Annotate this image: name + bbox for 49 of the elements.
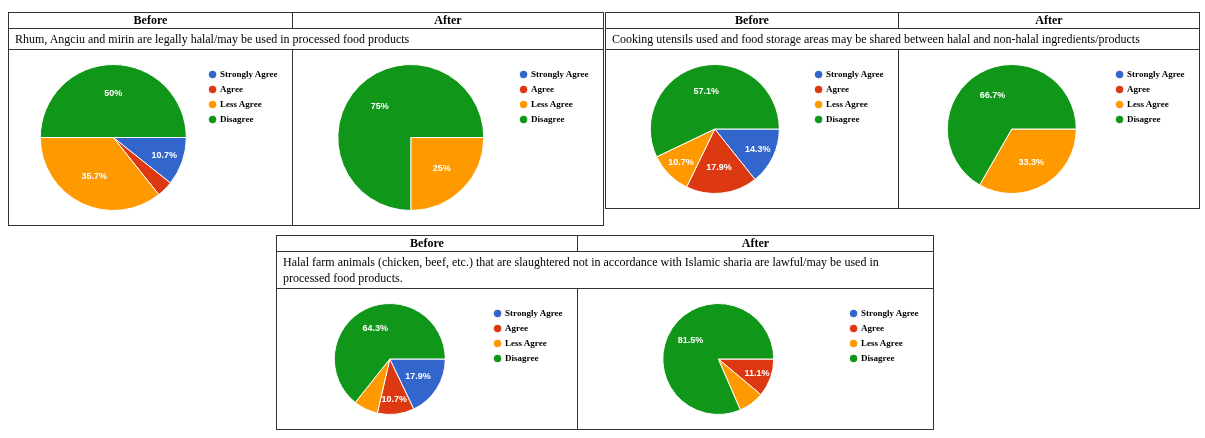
data-label: 81.5% xyxy=(677,335,704,346)
legend-label: Less Agree xyxy=(861,337,903,348)
legend-label: Disagree xyxy=(220,113,254,124)
legend-label: Agree xyxy=(826,83,849,94)
data-label: 14.3% xyxy=(745,144,771,155)
legend-label: Strongly Agree xyxy=(1127,68,1185,79)
legend-label: Agree xyxy=(1127,83,1150,94)
legend-label: Agree xyxy=(220,83,243,94)
legend-label: Strongly Agree xyxy=(531,68,589,79)
data-label: 17.9% xyxy=(706,161,732,172)
legend-label: Strongly Agree xyxy=(220,68,278,79)
chart-title: After xyxy=(292,12,604,29)
chart-title: Before xyxy=(276,235,578,252)
legend-label: Less Agree xyxy=(505,337,547,348)
legend-label: Less Agree xyxy=(220,98,262,109)
legend-label: Strongly Agree xyxy=(861,307,919,318)
legend-label: Agree xyxy=(505,322,528,333)
chart-title: After xyxy=(898,12,1200,29)
chart-subtitle: Rhum, Angciu and mirin are legally halal/may be used in processed food products xyxy=(15,32,410,46)
data-label: 10.7% xyxy=(381,394,408,405)
legend-label: Disagree xyxy=(826,113,860,124)
legend-label: Disagree xyxy=(1127,113,1161,124)
legend-label: Strongly Agree xyxy=(826,68,884,79)
data-label: 25% xyxy=(432,162,451,173)
chart-title: Before xyxy=(8,12,293,29)
chart-title: Before xyxy=(605,12,899,29)
legend-label: Disagree xyxy=(861,352,895,363)
data-label: 64.3% xyxy=(362,323,389,334)
legend-label: Strongly Agree xyxy=(505,307,563,318)
data-label: 10.7% xyxy=(668,157,694,168)
data-label: 57.1% xyxy=(693,85,719,96)
legend-label: Less Agree xyxy=(531,98,573,109)
data-label: 33.3% xyxy=(1018,156,1044,167)
legend-label: Disagree xyxy=(505,352,539,363)
legend-label: Disagree xyxy=(531,113,565,124)
data-label: 17.9% xyxy=(405,371,431,382)
legend-label: Agree xyxy=(861,322,884,333)
data-label: 11.1% xyxy=(744,367,770,378)
chart-subtitle: Cooking utensils used and food storage areas may be shared between halal and non-halal ingredients/products xyxy=(612,32,1140,46)
chart-subtitle: Halal farm animals (chicken, beef, etc.) that are slaughtered not in accordance with Islamic sharia are lawful/may be used in processed food products. xyxy=(283,255,879,285)
data-label: 50% xyxy=(104,88,123,99)
legend-label: Less Agree xyxy=(1127,98,1169,109)
data-label: 10.7% xyxy=(151,149,178,160)
data-label: 75% xyxy=(370,101,389,112)
legend-label: Agree xyxy=(531,83,554,94)
data-label: 35.7% xyxy=(81,171,108,182)
chart-title: After xyxy=(577,235,934,252)
legend-label: Less Agree xyxy=(826,98,868,109)
data-label: 66.7% xyxy=(979,89,1006,100)
